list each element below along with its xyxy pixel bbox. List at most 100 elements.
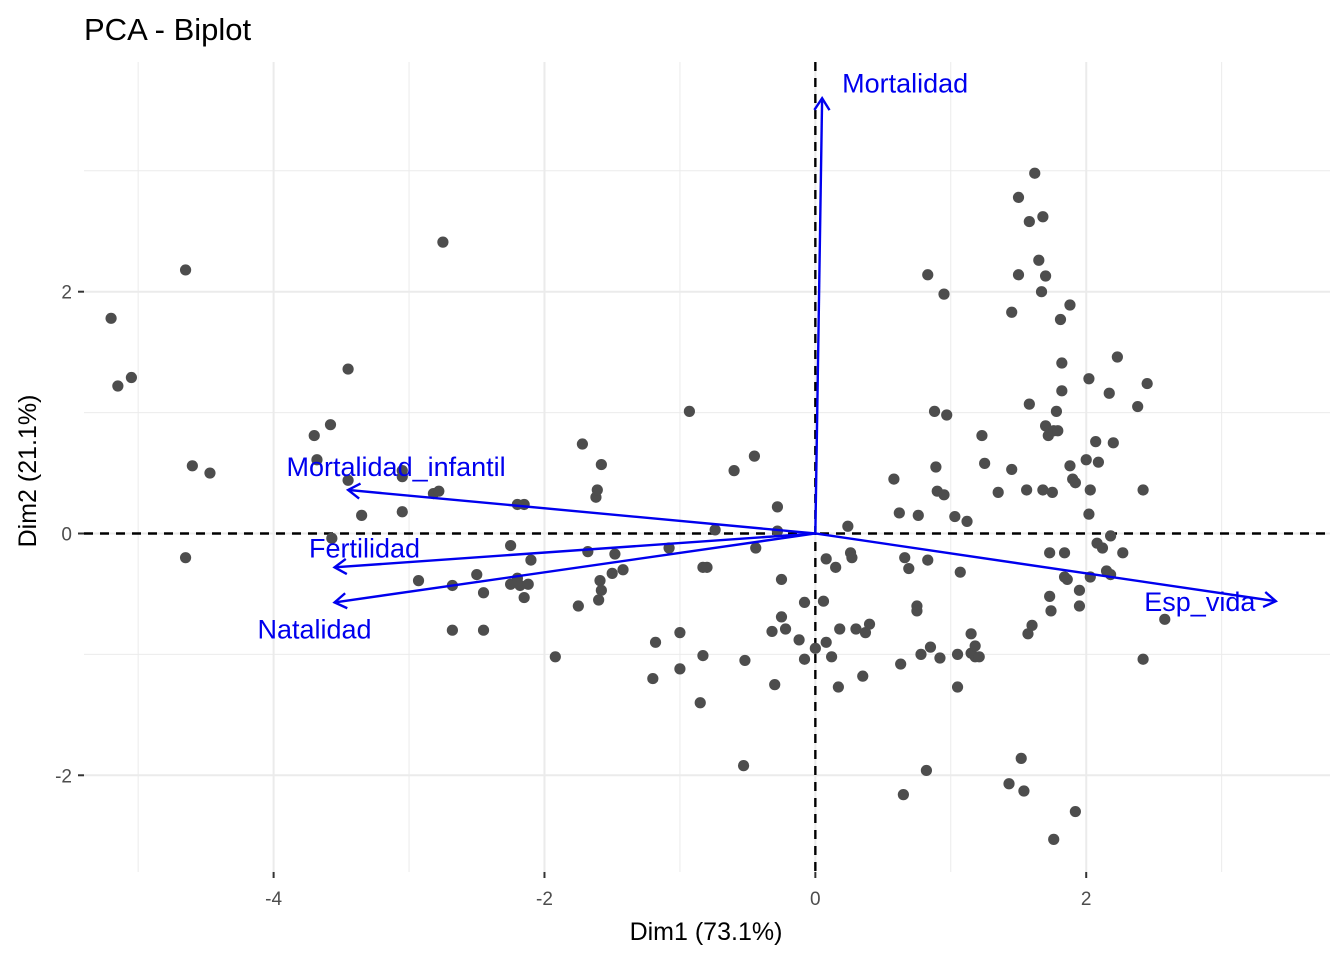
data-point	[663, 542, 675, 554]
data-point	[973, 651, 985, 663]
variable-arrow: Mortalidad	[813, 68, 968, 534]
data-point	[1015, 752, 1027, 764]
arrow-shaft	[334, 532, 816, 604]
data-point	[477, 587, 490, 599]
data-point	[342, 363, 354, 375]
individual-points	[105, 167, 1171, 845]
data-point	[1012, 269, 1025, 281]
data-point	[1023, 215, 1035, 228]
data-point	[396, 471, 408, 483]
arrow-head	[345, 482, 362, 500]
data-point	[1058, 547, 1071, 559]
data-point	[1107, 437, 1119, 449]
data-point	[1022, 628, 1034, 640]
data-point	[1045, 605, 1057, 617]
data-point	[1069, 477, 1081, 489]
data-point	[750, 542, 762, 554]
data-point	[1056, 385, 1068, 397]
data-point	[1132, 400, 1144, 413]
arrow-shaft	[815, 532, 1277, 603]
variable-label: Mortalidad_infantil	[287, 452, 506, 482]
y-tick-label: 0	[61, 524, 72, 545]
variable-arrows: Mortalidad Mortalidad_infantil Fertilidad N…	[258, 68, 1279, 644]
arrow-shaft	[334, 532, 816, 569]
data-point	[1117, 547, 1129, 559]
x-tick-label: 0	[810, 889, 821, 910]
data-point	[820, 553, 832, 565]
arrow-shaft	[814, 98, 824, 534]
data-point	[951, 648, 964, 660]
data-point	[965, 628, 977, 640]
data-point	[1023, 398, 1035, 410]
data-point	[832, 681, 844, 693]
data-point	[895, 658, 907, 670]
data-point	[412, 575, 425, 587]
data-point	[179, 552, 192, 564]
data-point	[737, 760, 750, 772]
data-point	[893, 507, 905, 519]
data-point	[992, 486, 1004, 498]
variable-label: Mortalidad	[842, 68, 968, 98]
data-point	[308, 429, 320, 442]
data-point	[617, 564, 629, 576]
data-point	[1048, 833, 1060, 845]
data-point	[1073, 600, 1086, 612]
data-point	[826, 651, 838, 663]
data-point	[1111, 351, 1123, 363]
data-point	[1096, 542, 1109, 554]
data-point	[1044, 547, 1056, 559]
data-point	[1104, 530, 1117, 542]
data-point	[1159, 613, 1171, 625]
data-point	[433, 485, 445, 497]
data-point	[1018, 785, 1030, 797]
data-point	[897, 789, 909, 801]
data-point	[1084, 484, 1096, 496]
grid-lines	[84, 62, 1330, 872]
data-point	[674, 627, 686, 639]
data-point	[1141, 377, 1153, 390]
data-point	[899, 552, 911, 564]
data-point	[342, 474, 354, 486]
arrow-head	[1262, 591, 1279, 609]
data-point	[396, 506, 408, 518]
data-point	[834, 623, 846, 635]
y-tick-label: 2	[61, 283, 72, 304]
data-point	[938, 288, 950, 300]
data-point	[911, 605, 923, 617]
data-point	[1035, 286, 1048, 298]
variable-arrow: Natalidad	[258, 532, 816, 644]
variable-arrow: Esp_vida	[815, 532, 1279, 617]
data-point	[1056, 357, 1068, 369]
data-point	[1052, 425, 1064, 437]
arrow-shaft	[347, 488, 816, 535]
data-point	[1039, 420, 1052, 432]
data-point	[112, 380, 124, 392]
data-point	[817, 595, 830, 607]
data-point	[846, 552, 858, 564]
data-point	[961, 515, 973, 528]
data-point	[518, 498, 530, 511]
data-point	[594, 575, 606, 587]
data-point	[951, 681, 964, 693]
data-point	[779, 623, 792, 635]
variable-arrow: Fertilidad	[309, 532, 816, 576]
data-point	[595, 584, 607, 596]
data-point	[903, 562, 915, 575]
data-point	[912, 509, 924, 521]
data-point	[1064, 299, 1076, 311]
data-point	[437, 236, 449, 248]
data-point	[522, 578, 534, 590]
data-point	[769, 679, 781, 691]
data-point	[775, 573, 788, 586]
data-point	[179, 264, 192, 276]
chart-title: PCA - Biplot	[84, 12, 252, 47]
axis-ticks: -4 -2 0 2 -2 0 2	[55, 283, 1091, 910]
data-point	[771, 501, 784, 513]
data-point	[697, 649, 709, 662]
variable-label: Esp_vida	[1144, 587, 1256, 617]
data-point	[1069, 805, 1081, 818]
data-point	[922, 554, 934, 566]
data-point	[941, 409, 953, 421]
data-point	[809, 642, 821, 654]
data-point	[591, 484, 603, 496]
